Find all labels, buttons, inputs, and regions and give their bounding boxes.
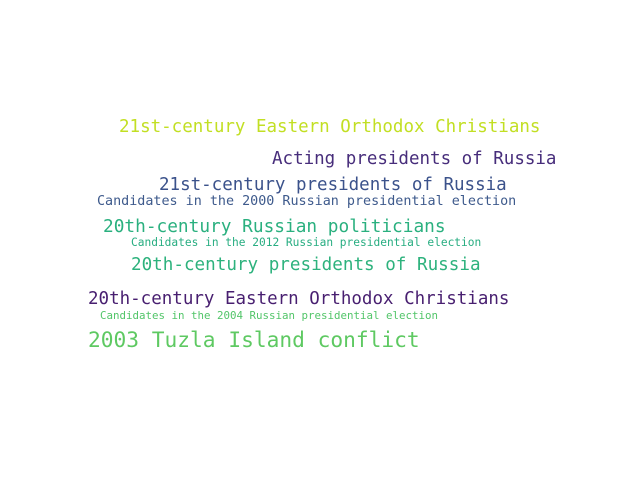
word-candidates-2000: Candidates in the 2000 Russian president… (97, 194, 517, 209)
word-tuzla-island-conflict: 2003 Tuzla Island conflict (88, 327, 420, 352)
word-russian-politicians-20th: 20th-century Russian politicians (103, 216, 446, 237)
word-candidates-2004: Candidates in the 2004 Russian president… (100, 309, 439, 322)
word-acting-presidents: Acting presidents of Russia (272, 149, 557, 169)
word-eastern-orthodox-20th: 20th-century Eastern Orthodox Christians (88, 289, 510, 309)
word-presidents-20th: 20th-century presidents of Russia (131, 255, 481, 275)
word-candidates-2012: Candidates in the 2012 Russian president… (131, 236, 482, 249)
word-eastern-orthodox-21st: 21st-century Eastern Orthodox Christians (119, 117, 541, 137)
word-presidents-21st: 21st-century presidents of Russia (159, 175, 507, 195)
